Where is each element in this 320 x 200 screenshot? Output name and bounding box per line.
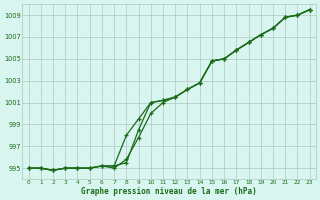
X-axis label: Graphe pression niveau de la mer (hPa): Graphe pression niveau de la mer (hPa) (81, 187, 257, 196)
